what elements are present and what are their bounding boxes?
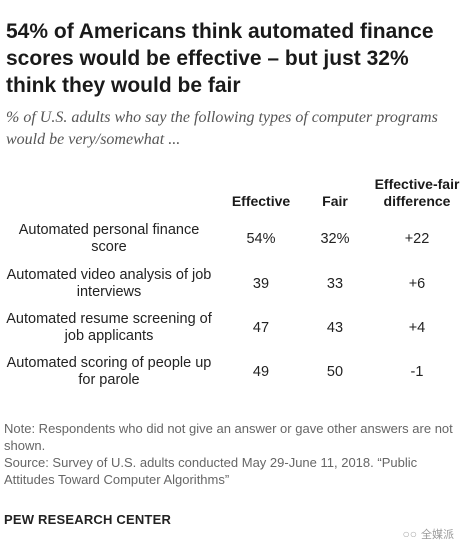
row-label: Automated personal finance score <box>18 222 200 255</box>
fair-value: 33 <box>326 275 344 292</box>
row-label: Automated resume screening of job applic… <box>6 311 212 344</box>
header-label <box>0 176 222 216</box>
header-fair: Fair <box>322 193 348 209</box>
effective-value: 39 <box>252 275 270 292</box>
chart-subtitle: % of U.S. adults who say the following t… <box>6 109 438 148</box>
header-effective: Effective <box>231 193 291 209</box>
watermark-text: 全媒派 <box>421 529 454 541</box>
difference-value: +22 <box>404 230 430 247</box>
row-label: Automated video analysis of job intervie… <box>6 267 212 300</box>
note-text: Note: Respondents who did not give an an… <box>4 421 453 453</box>
fair-value: 32% <box>320 230 350 247</box>
table-row: Automated scoring of people up for parol… <box>0 350 464 394</box>
footnote: Note: Respondents who did not give an an… <box>4 420 454 488</box>
wechat-icon: ○○ <box>402 527 418 541</box>
header-difference: Effective-fair difference <box>374 176 460 209</box>
header-row: Effective Fair Effective-fair difference <box>0 176 464 216</box>
effective-value: 49 <box>252 363 270 380</box>
difference-value: +6 <box>408 275 426 292</box>
table-row: Automated video analysis of job intervie… <box>0 262 464 306</box>
table-row: Automated personal finance score 54% 32%… <box>0 216 464 262</box>
effective-value: 54% <box>246 230 276 247</box>
effective-value: 47 <box>252 319 270 336</box>
fair-value: 43 <box>326 319 344 336</box>
difference-value: +4 <box>408 319 426 336</box>
fair-value: 50 <box>326 363 344 380</box>
brand-label: PEW RESEARCH CENTER <box>4 512 172 527</box>
data-table: Effective Fair Effective-fair difference… <box>0 176 464 394</box>
source-text: Source: Survey of U.S. adults conducted … <box>4 455 418 487</box>
chart-title: 54% of Americans think automated finance… <box>6 20 434 97</box>
watermark: ○○ 全媒派 <box>403 526 455 542</box>
difference-value: -1 <box>410 363 424 380</box>
row-label: Automated scoring of people up for parol… <box>6 355 212 388</box>
table-row: Automated resume screening of job applic… <box>0 306 464 350</box>
